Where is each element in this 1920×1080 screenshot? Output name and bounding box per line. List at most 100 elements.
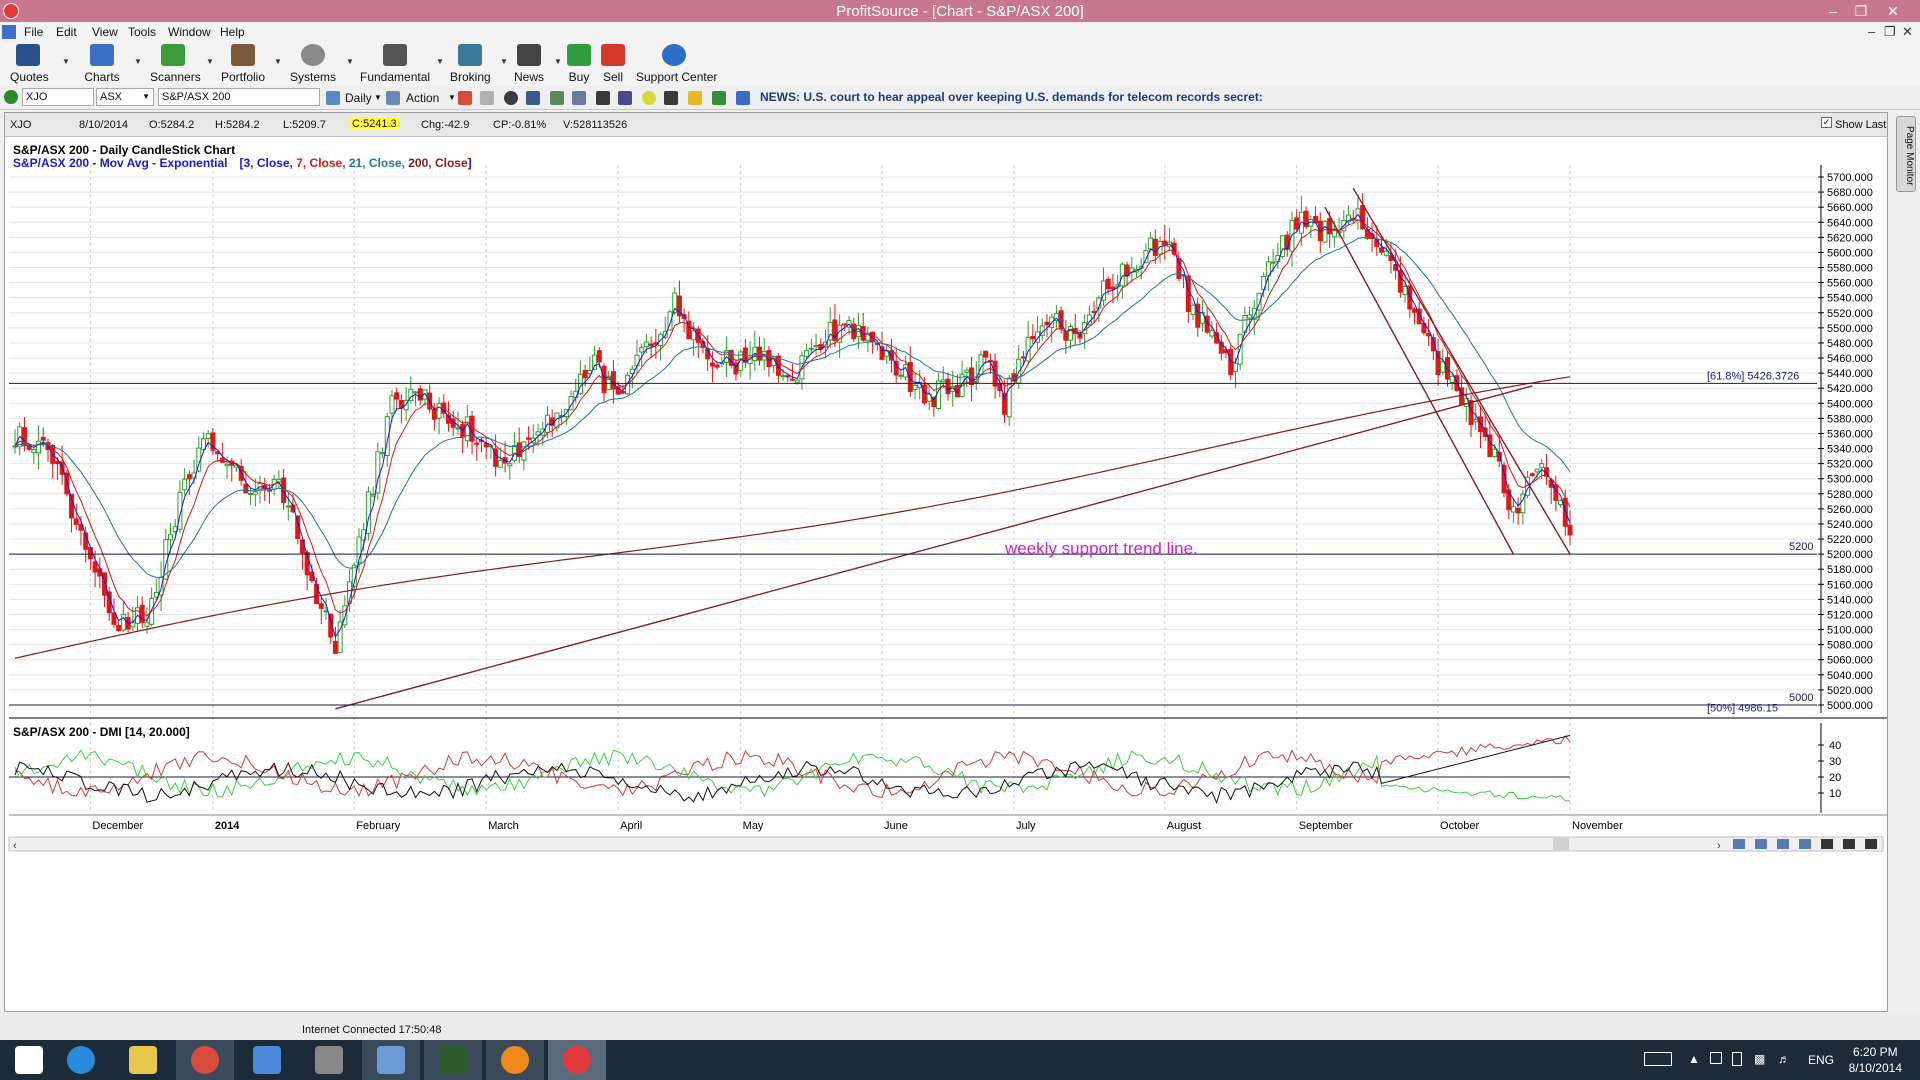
print-icon[interactable]	[526, 91, 540, 105]
charts-button[interactable]: Charts	[82, 44, 122, 86]
menu-file[interactable]: File	[24, 25, 44, 39]
buy-button[interactable]: Buy	[566, 44, 592, 86]
taskbar-calculator[interactable]	[238, 1040, 296, 1080]
systems-button[interactable]: Systems	[290, 44, 336, 86]
action-menu[interactable]: Action	[406, 91, 440, 105]
candle-body	[356, 536, 362, 564]
systems-dropdown-icon[interactable]: ▼	[346, 57, 354, 66]
news-ticker[interactable]: NEWS: U.S. court to hear appeal over kee…	[760, 90, 1263, 104]
profitsource-icon	[563, 1046, 591, 1074]
taskbar-grid-app[interactable]	[300, 1040, 358, 1080]
taskbar-chrome[interactable]	[176, 1040, 234, 1080]
news-button[interactable]: News	[514, 44, 544, 86]
taskbar-go-app[interactable]	[424, 1040, 482, 1080]
layout-icon[interactable]	[572, 91, 586, 105]
start-button[interactable]	[0, 1040, 58, 1080]
taskbar-profitsource[interactable]	[548, 1040, 606, 1080]
broking-button[interactable]: Broking	[450, 44, 491, 86]
candle-body	[1091, 310, 1097, 313]
volume-icon[interactable]: ♬	[1778, 1052, 1790, 1066]
scroll-right-icon[interactable]: ›	[1717, 840, 1721, 852]
security-name-field[interactable]: S&P/ASX 200	[158, 88, 320, 106]
minimize-icon[interactable]: –	[1829, 3, 1837, 19]
action-dropdown-icon[interactable]: ▼	[448, 93, 456, 102]
support-center-button[interactable]: Support Center	[636, 44, 717, 86]
quotes-dropdown-icon[interactable]: ▼	[62, 57, 70, 66]
candle-body	[1529, 473, 1535, 476]
charts-dropdown-icon[interactable]: ▼	[134, 57, 142, 66]
news-dropdown-icon[interactable]: ▼	[554, 57, 562, 66]
menu-window[interactable]: Window	[168, 25, 211, 39]
device-icon[interactable]	[1732, 1052, 1742, 1066]
dmi-panel	[9, 734, 1571, 804]
first-icon[interactable]	[1821, 839, 1833, 849]
show-last-checkbox[interactable]: ✓	[1821, 117, 1832, 128]
compare-icon[interactable]	[550, 91, 564, 105]
tools-icon[interactable]	[596, 91, 610, 105]
taskbar-ie[interactable]	[52, 1040, 110, 1080]
candle-body	[191, 472, 197, 479]
mdi-restore-icon[interactable]: ❐	[1884, 24, 1896, 39]
zoom-in-icon[interactable]	[1733, 839, 1745, 849]
menu-tools[interactable]: Tools	[128, 25, 157, 39]
chrome-icon	[191, 1046, 219, 1074]
portfolio-icon	[231, 44, 255, 66]
menu-help[interactable]: Help	[220, 25, 245, 39]
signal-icon[interactable]: ▩	[1754, 1052, 1766, 1066]
close-icon[interactable]: ✕	[1887, 3, 1899, 19]
candle-body	[21, 427, 27, 447]
exchange-select[interactable]: ASX ▼	[96, 88, 154, 106]
fundamental-dropdown-icon[interactable]: ▼	[436, 57, 444, 66]
scanners-button[interactable]: Scanners	[150, 44, 201, 86]
candle-body	[243, 483, 249, 494]
sell-button[interactable]: Sell	[600, 44, 626, 86]
fundamental-button[interactable]: Fundamental	[360, 44, 430, 86]
trade-icon[interactable]	[712, 91, 726, 105]
binoculars-icon[interactable]	[664, 91, 678, 105]
battery-icon[interactable]	[1710, 1052, 1722, 1064]
portfolio-button[interactable]: Portfolio	[220, 44, 266, 86]
pan-icon[interactable]	[1799, 839, 1811, 849]
mdi-minimize-icon[interactable]: –	[1868, 24, 1876, 39]
keyboard-icon[interactable]	[1644, 1052, 1672, 1066]
prev-icon[interactable]	[1843, 839, 1855, 849]
period-dropdown-icon[interactable]: ▼	[374, 93, 382, 102]
go-icon[interactable]	[4, 90, 18, 104]
bulb-icon[interactable]	[642, 91, 656, 105]
y-tick-label: 5080.000	[1827, 640, 1873, 652]
horizontal-scrollbar[interactable]	[8, 836, 1884, 852]
symbol-input[interactable]: XJO	[22, 88, 94, 106]
quotes-button[interactable]: Quotes	[10, 44, 49, 86]
taskbar-image-app[interactable]	[362, 1040, 420, 1080]
page-monitor-tab[interactable]: Page Monitor	[1896, 116, 1916, 192]
scrollbar-thumb[interactable]	[1553, 838, 1569, 850]
page-icon[interactable]	[480, 91, 494, 105]
menu-edit[interactable]: Edit	[56, 25, 77, 39]
restore-icon[interactable]: ❐	[1854, 3, 1868, 19]
gear-icon[interactable]	[504, 91, 518, 105]
language-indicator[interactable]: ENG	[1808, 1053, 1835, 1067]
indicator-icon[interactable]	[618, 91, 632, 105]
tray-expand-icon[interactable]: ▲	[1688, 1052, 1700, 1066]
down-arrow-icon[interactable]	[458, 91, 472, 105]
clock[interactable]: 6:20 PM 8/10/2014	[1849, 1044, 1902, 1076]
broking-dropdown-icon[interactable]: ▼	[500, 57, 508, 66]
chart-canvas[interactable]: [61.8%] 5426.3726 5200 5000 [50%] 4986.15 5…	[5, 137, 1887, 1011]
taskbar-explorer[interactable]	[114, 1040, 172, 1080]
candle-body	[1157, 240, 1163, 255]
x-axis-label: September	[1299, 820, 1353, 832]
candle-body	[516, 442, 522, 457]
zoom-out-icon[interactable]	[1755, 839, 1767, 849]
menu-view[interactable]: View	[92, 25, 118, 39]
portfolio-dropdown-icon[interactable]: ▼	[274, 57, 282, 66]
fit-icon[interactable]	[1777, 839, 1789, 849]
news-feed-icon[interactable]	[736, 91, 750, 105]
scanners-dropdown-icon[interactable]: ▼	[206, 57, 214, 66]
next-icon[interactable]	[1865, 839, 1877, 849]
x-axis-label: November	[1572, 820, 1623, 832]
scroll-left-icon[interactable]: ‹	[13, 840, 17, 852]
star-icon[interactable]	[688, 91, 702, 105]
period-select[interactable]: Daily	[345, 91, 372, 105]
mdi-close-icon[interactable]: ✕	[1902, 24, 1913, 39]
taskbar-orange-app[interactable]	[486, 1040, 544, 1080]
